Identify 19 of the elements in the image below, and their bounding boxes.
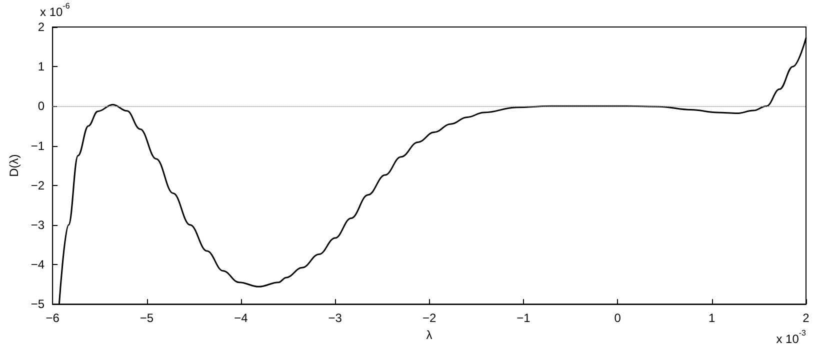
x-tick-label: −3 <box>328 311 342 326</box>
x-tick-label: −4 <box>234 311 248 326</box>
y-tick-label: −2 <box>30 178 45 192</box>
y-tick-label: −5 <box>30 297 45 312</box>
x-tick-label: 0 <box>614 311 622 326</box>
x-tick-label: −1 <box>516 311 531 326</box>
x-tick-label: −2 <box>422 311 436 326</box>
x-tick-label: 1 <box>708 311 716 326</box>
y-tick-label: −3 <box>30 218 45 232</box>
y-axis-title: D(λ) <box>7 154 21 177</box>
x-tick-label: −5 <box>140 311 154 326</box>
x-tick-label: 2 <box>802 311 810 326</box>
x-axis-title: λ <box>426 328 432 342</box>
x-tick-label: −6 <box>46 311 60 326</box>
y-tick-label: 1 <box>38 60 45 74</box>
y-tick-label: −1 <box>30 138 45 153</box>
y-tick-label: −4 <box>30 258 45 272</box>
y-tick-label: 2 <box>38 20 45 34</box>
y-tick-label: 0 <box>38 99 45 114</box>
